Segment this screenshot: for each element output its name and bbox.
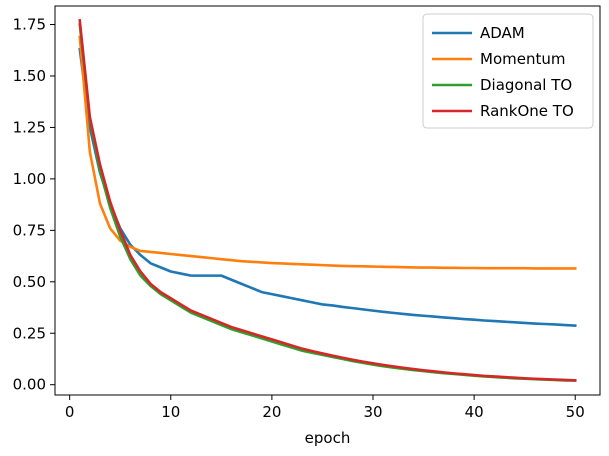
y-tick-label: 1.00 xyxy=(13,170,46,188)
y-axis: 0.00 0.25 0.50 0.75 1.00 1.25 1.50 1.75 xyxy=(13,16,55,394)
x-tick-label: 30 xyxy=(363,403,382,421)
x-tick-label: 0 xyxy=(65,403,75,421)
series-line-adam xyxy=(78,47,577,328)
legend: ADAM Momentum Diagonal TO RankOne TO xyxy=(422,13,594,129)
y-tick-label: 1.50 xyxy=(13,67,46,85)
y-tick-label: 0.50 xyxy=(13,273,46,291)
legend-items: ADAM Momentum Diagonal TO RankOne TO xyxy=(432,24,574,120)
legend-box xyxy=(422,13,594,129)
x-axis: 0 10 20 30 40 50 xyxy=(65,395,585,421)
legend-label-rankone-to: RankOne TO xyxy=(480,102,574,120)
legend-label-momentum: Momentum xyxy=(480,50,565,68)
y-tick-label: 0.25 xyxy=(13,324,46,342)
series-line-rankone-to xyxy=(78,18,577,382)
legend-label-diagonal-to: Diagonal TO xyxy=(480,76,572,94)
legend-label-adam: ADAM xyxy=(480,24,525,42)
x-tick-label: 20 xyxy=(262,403,281,421)
x-tick-label: 50 xyxy=(566,403,585,421)
x-axis-label: epoch xyxy=(305,429,351,447)
x-tick-label: 10 xyxy=(161,403,180,421)
y-tick-label: 1.75 xyxy=(13,16,46,34)
y-tick-label: 0.00 xyxy=(13,376,46,394)
y-tick-label: 0.75 xyxy=(13,221,46,239)
y-tick-label: 1.25 xyxy=(13,118,46,136)
plot-lines xyxy=(78,18,577,382)
series-line-momentum xyxy=(78,35,577,270)
plot-frame xyxy=(54,5,601,396)
x-tick-label: 40 xyxy=(465,403,484,421)
